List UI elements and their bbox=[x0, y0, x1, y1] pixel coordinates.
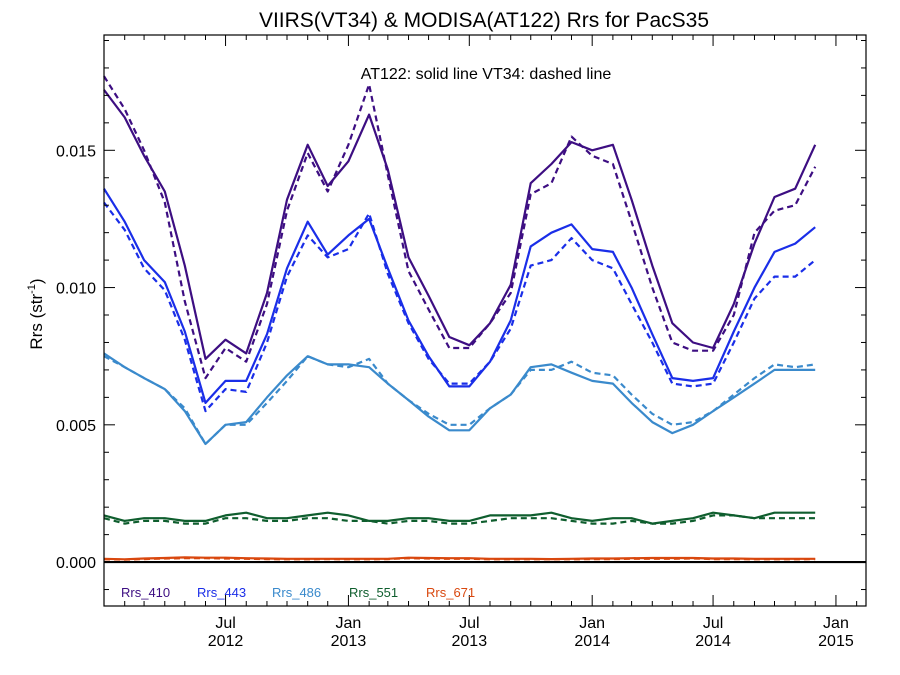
y-axis-label-superscript: -1 bbox=[26, 284, 38, 294]
legend-item-rrs-551: Rrs_551 bbox=[349, 585, 398, 600]
legend-item-rrs-671: Rrs_671 bbox=[426, 585, 475, 600]
x-tick-label-year: 2013 bbox=[331, 633, 367, 650]
series-layer bbox=[103, 75, 817, 561]
legend-item-rrs-486: Rrs_486 bbox=[272, 585, 321, 600]
series-line-rrs-671-dashed bbox=[103, 557, 816, 561]
ticks-layer: 0.0000.0050.0100.015Jul2012Jan2013Jul201… bbox=[56, 35, 866, 650]
y-tick-label: 0.000 bbox=[56, 555, 96, 572]
x-tick-label-year: 2015 bbox=[818, 633, 854, 650]
x-tick-label-year: 2014 bbox=[574, 633, 610, 650]
x-tick-label-month: Jan bbox=[579, 615, 605, 632]
x-tick-label-month: Jul bbox=[215, 615, 235, 632]
x-tick-label-year: 2013 bbox=[452, 633, 488, 650]
line-style-note: AT122: solid line VT34: dashed line bbox=[361, 66, 612, 83]
y-tick-label: 0.015 bbox=[56, 143, 96, 160]
y-axis-label-text: Rrs (str bbox=[27, 294, 46, 350]
series-line-rrs-410-dashed bbox=[103, 75, 817, 380]
y-axis-label-close: ) bbox=[27, 278, 46, 284]
svg-text:Rrs (str-1): Rrs (str-1) bbox=[26, 278, 46, 349]
y-axis-label: Rrs (str-1) bbox=[26, 278, 46, 349]
series-line-rrs-443-dashed bbox=[103, 201, 816, 413]
x-tick-label-month: Jul bbox=[703, 615, 723, 632]
x-tick-label-year: 2012 bbox=[208, 633, 244, 650]
x-tick-label-month: Jul bbox=[459, 615, 479, 632]
x-tick-label-month: Jan bbox=[823, 615, 849, 632]
x-tick-label-month: Jan bbox=[336, 615, 362, 632]
series-line-rrs-486-dashed bbox=[103, 355, 816, 446]
chart-title: VIIRS(VT34) & MODISA(AT122) Rrs for PacS… bbox=[259, 9, 709, 32]
legend: Rrs_410 Rrs_443 Rrs_486 Rrs_551 Rrs_671 bbox=[121, 585, 475, 600]
series-line-rrs-551-solid bbox=[103, 511, 816, 525]
legend-item-rrs-443: Rrs_443 bbox=[197, 585, 246, 600]
y-tick-label: 0.010 bbox=[56, 281, 96, 298]
series-line-rrs-410-solid bbox=[103, 89, 817, 360]
legend-item-rrs-410: Rrs_410 bbox=[121, 585, 170, 600]
plot-frame bbox=[103, 34, 867, 607]
series-line-rrs-443-solid bbox=[103, 188, 816, 404]
y-tick-label: 0.005 bbox=[56, 418, 96, 435]
x-tick-label-year: 2014 bbox=[695, 633, 731, 650]
